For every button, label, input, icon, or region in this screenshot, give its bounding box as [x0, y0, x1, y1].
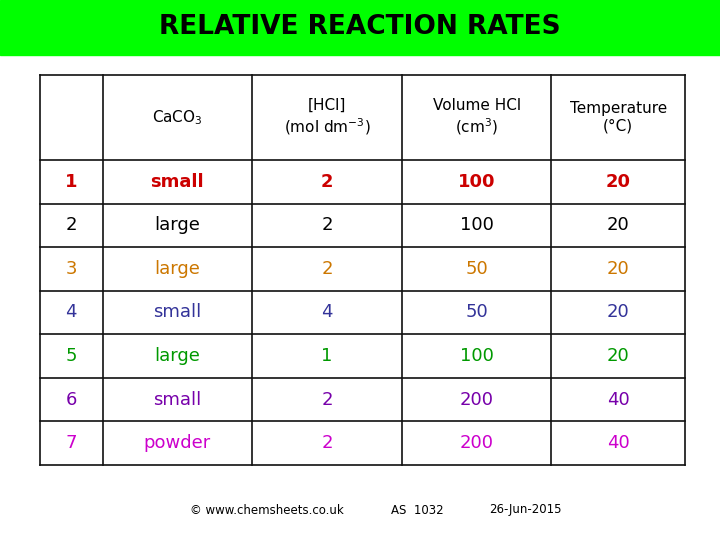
- Text: small: small: [153, 303, 202, 321]
- Text: RELATIVE REACTION RATES: RELATIVE REACTION RATES: [159, 15, 561, 40]
- Text: 20: 20: [607, 347, 629, 365]
- Text: 100: 100: [460, 347, 494, 365]
- Text: 50: 50: [465, 260, 488, 278]
- Text: 2: 2: [321, 260, 333, 278]
- Text: 50: 50: [465, 303, 488, 321]
- Text: 5: 5: [66, 347, 77, 365]
- Text: powder: powder: [144, 434, 211, 452]
- Text: 7: 7: [66, 434, 77, 452]
- Text: 1: 1: [321, 347, 333, 365]
- Text: small: small: [150, 173, 204, 191]
- Text: Temperature
(°C): Temperature (°C): [570, 102, 667, 134]
- Text: large: large: [155, 347, 200, 365]
- Text: 100: 100: [460, 217, 494, 234]
- Text: 6: 6: [66, 390, 77, 409]
- Text: 4: 4: [66, 303, 77, 321]
- Text: [HCl]
(mol dm$^{-3}$): [HCl] (mol dm$^{-3}$): [284, 98, 370, 137]
- Text: 2: 2: [321, 173, 333, 191]
- Text: 1: 1: [65, 173, 78, 191]
- Text: 2: 2: [321, 217, 333, 234]
- Text: AS  1032: AS 1032: [391, 503, 444, 516]
- Text: 40: 40: [607, 390, 629, 409]
- Text: 100: 100: [458, 173, 495, 191]
- Text: 3: 3: [66, 260, 77, 278]
- Text: Volume HCl
(cm$^3$): Volume HCl (cm$^3$): [433, 98, 521, 137]
- Text: CaCO$_3$: CaCO$_3$: [152, 108, 203, 127]
- Text: © www.chemsheets.co.uk: © www.chemsheets.co.uk: [189, 503, 343, 516]
- Text: large: large: [155, 260, 200, 278]
- Text: 20: 20: [607, 217, 629, 234]
- Text: large: large: [155, 217, 200, 234]
- Text: 26-Jun-2015: 26-Jun-2015: [490, 503, 562, 516]
- Text: small: small: [153, 390, 202, 409]
- Text: 4: 4: [321, 303, 333, 321]
- Text: 20: 20: [607, 260, 629, 278]
- Text: 20: 20: [607, 303, 629, 321]
- Text: 200: 200: [459, 390, 494, 409]
- Text: 40: 40: [607, 434, 629, 452]
- Text: 200: 200: [459, 434, 494, 452]
- Text: 2: 2: [321, 390, 333, 409]
- Text: 2: 2: [321, 434, 333, 452]
- Text: 20: 20: [606, 173, 631, 191]
- Text: 2: 2: [66, 217, 77, 234]
